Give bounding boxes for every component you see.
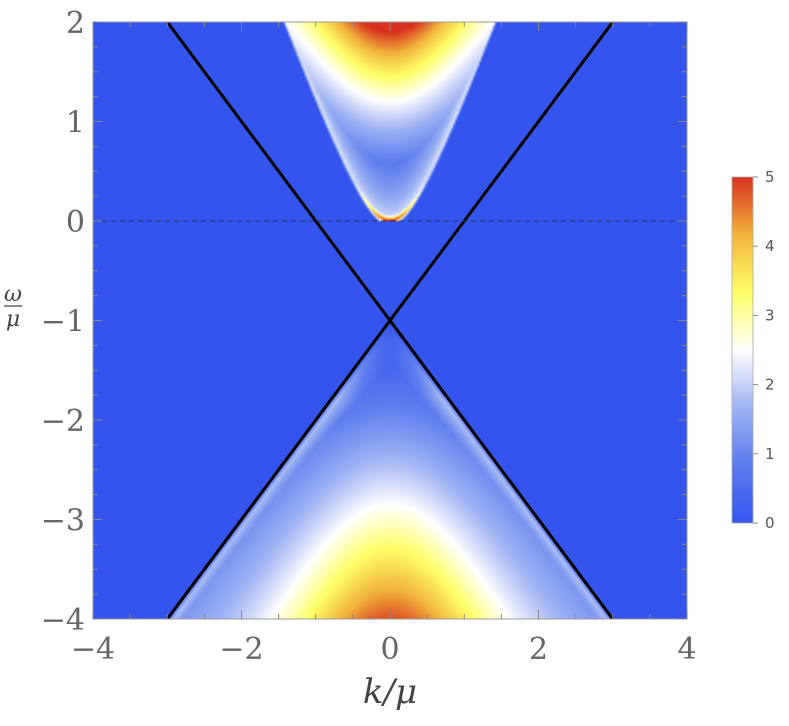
y-tick-label: −2 bbox=[41, 404, 85, 439]
y-axis-ticks: 2 1 0 −1 −2 −3 −4 bbox=[41, 6, 687, 638]
colorbar-tick-label: 0 bbox=[765, 514, 775, 532]
x-tick-label: −4 bbox=[71, 632, 115, 667]
x-tick-label: 4 bbox=[677, 632, 696, 667]
colorbar-tick-label: 1 bbox=[765, 445, 775, 463]
heatmap-plot-area bbox=[93, 22, 687, 619]
y-tick-label: 0 bbox=[66, 205, 85, 240]
y-tick-label: −4 bbox=[41, 603, 85, 638]
y-axis-label-denominator: μ bbox=[6, 307, 20, 332]
colorbar-tick-label: 3 bbox=[765, 306, 775, 324]
colorbar-tick-label: 4 bbox=[765, 237, 775, 255]
x-tick-label: −2 bbox=[219, 632, 263, 667]
x-axis-label: k/μ bbox=[363, 672, 417, 712]
colorbar-tick-label: 2 bbox=[765, 376, 775, 394]
y-tick-label: 1 bbox=[66, 106, 85, 141]
y-axis-label-numerator: ω bbox=[4, 282, 22, 307]
colorbar-ticks: 0 1 2 3 4 5 bbox=[753, 168, 775, 532]
light-cone-line-2 bbox=[166, 22, 614, 619]
x-tick-label: 0 bbox=[380, 632, 399, 667]
y-tick-label: −3 bbox=[41, 504, 85, 539]
y-tick-label: 2 bbox=[66, 6, 85, 41]
colorbar-tick-label: 5 bbox=[765, 168, 775, 186]
x-axis-ticks: −4 −2 0 2 4 bbox=[71, 22, 697, 667]
colorbar-gradient bbox=[731, 176, 754, 524]
x-axis-title: k/μ bbox=[363, 672, 417, 712]
x-tick-label: 2 bbox=[529, 632, 548, 667]
colorbar: 0 1 2 3 4 5 bbox=[731, 168, 775, 532]
overlay-lines bbox=[93, 22, 687, 619]
y-axis-title: ω μ bbox=[4, 282, 22, 332]
y-tick-label: −1 bbox=[41, 305, 85, 340]
